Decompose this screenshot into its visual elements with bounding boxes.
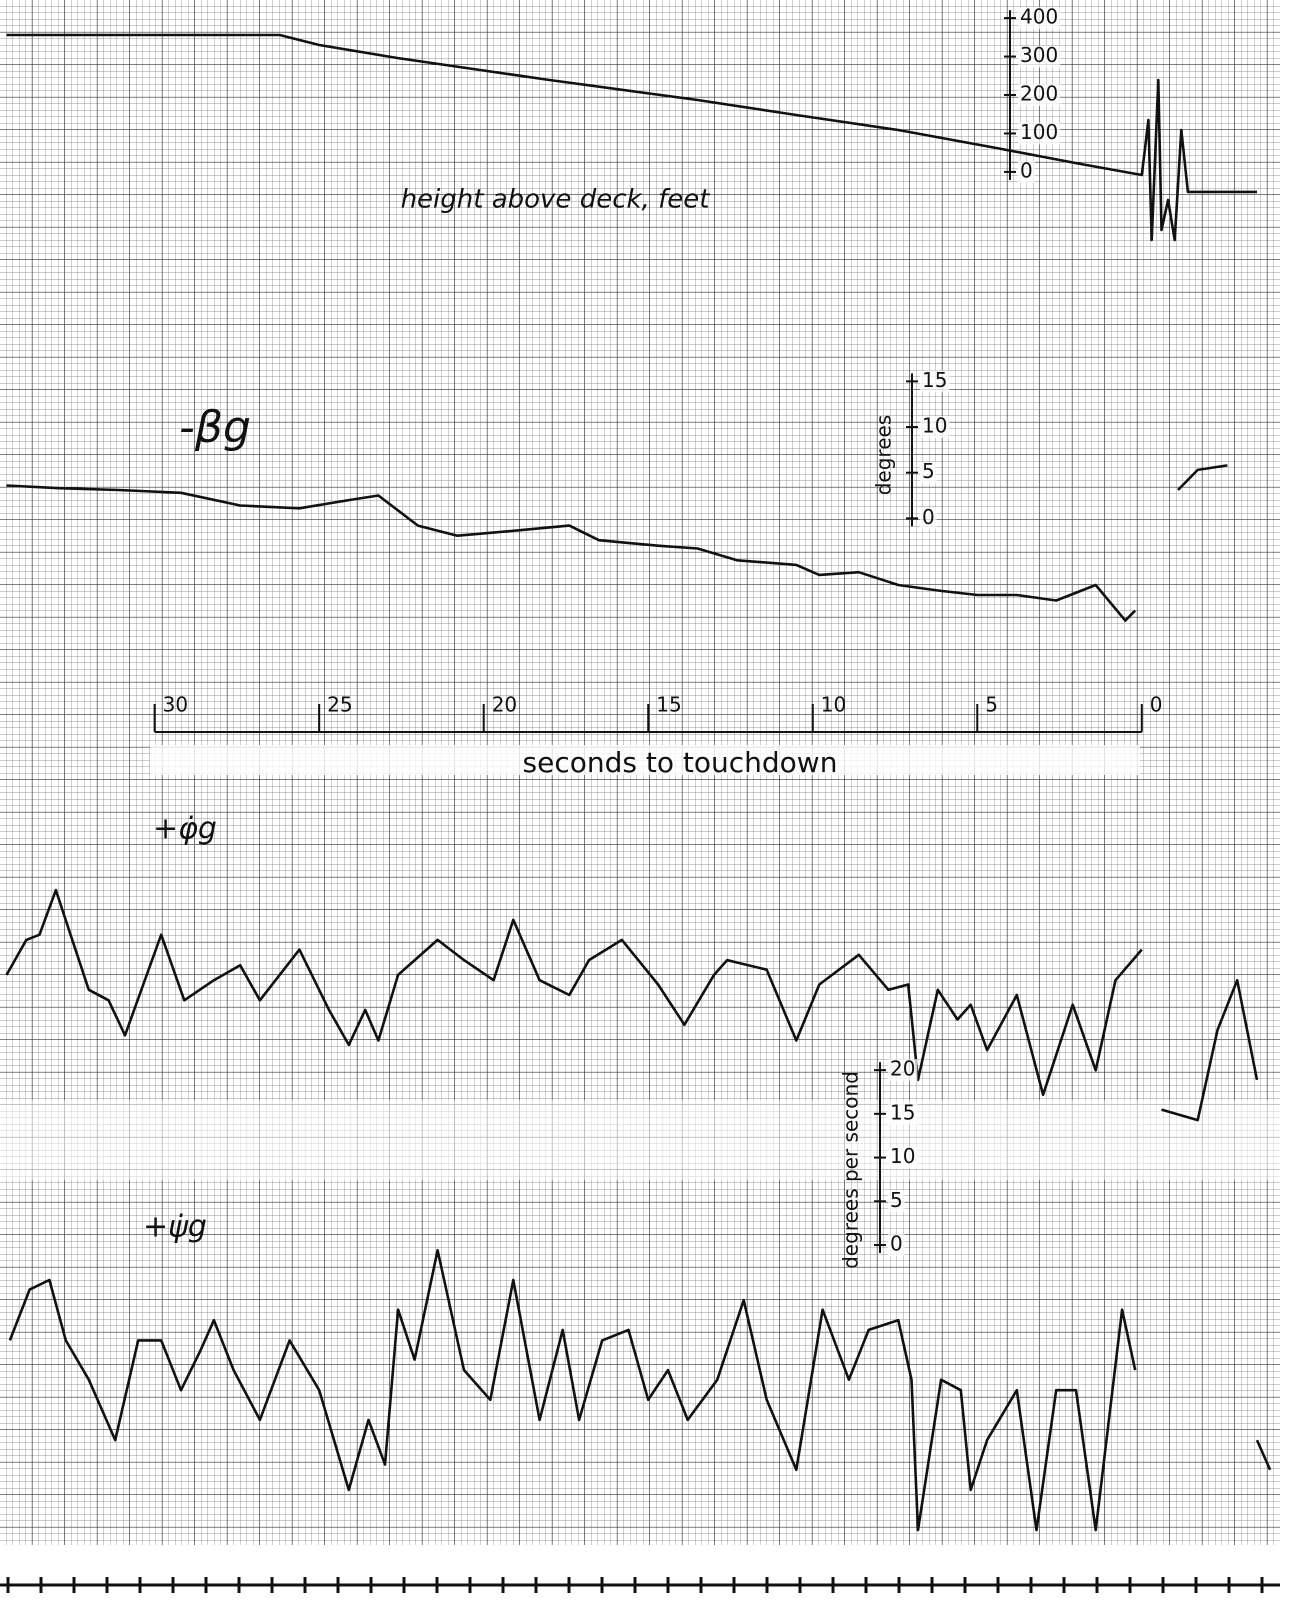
trace	[6, 33, 1257, 242]
y-axis-label: degrees	[872, 415, 896, 496]
y-tick-label: 0	[1020, 158, 1033, 182]
label-backing	[888, 1146, 918, 1169]
y-tick-label: 10	[922, 414, 947, 438]
y-tick-label: 300	[1020, 43, 1058, 67]
trace	[8, 1249, 1272, 1532]
y-tick-label: 400	[1020, 5, 1058, 29]
y-tick-label: 5	[890, 1188, 903, 1212]
panel-title: -βg	[179, 402, 251, 453]
trace	[6, 464, 1228, 622]
y-tick-label: 5	[922, 459, 935, 483]
label-backing	[920, 461, 937, 484]
label-backing	[888, 1234, 905, 1257]
y-axis-label: degrees per second	[839, 1071, 863, 1269]
label-backing	[888, 1059, 918, 1082]
x-tick-label: 15	[656, 693, 681, 717]
x-tick-label: 0	[1150, 693, 1163, 717]
label-backing	[920, 416, 950, 439]
label-backing	[1018, 45, 1061, 68]
label-backing	[920, 370, 950, 393]
label-band	[150, 745, 1140, 775]
label-backing	[1018, 7, 1061, 30]
trace	[5, 888, 1259, 1122]
label-backing	[1018, 122, 1061, 145]
y-tick-label: 10	[890, 1144, 915, 1168]
y-tick-label: 200	[1020, 82, 1058, 106]
y-tick-label: 15	[922, 368, 947, 392]
panel-title: +φ̇g	[153, 812, 217, 847]
label-backing	[888, 1190, 905, 1213]
y-tick-label: 0	[890, 1232, 903, 1256]
label-backing	[920, 507, 937, 530]
panel-title: height above deck, feet	[401, 185, 711, 215]
x-axis-label: seconds to touchdown	[523, 746, 838, 779]
x-tick-label: 20	[492, 693, 517, 717]
y-tick-label: 0	[922, 505, 935, 529]
x-tick-label: 25	[327, 693, 352, 717]
label-backing	[1018, 160, 1035, 183]
y-tick-label: 15	[890, 1100, 915, 1124]
label-backing	[888, 1102, 918, 1125]
paper-band	[0, 1100, 1280, 1180]
y-tick-label: 100	[1020, 120, 1058, 144]
y-tick-label: 20	[890, 1057, 915, 1081]
label-backing	[1018, 84, 1061, 106]
panel-title: +ψ̇g	[143, 1210, 207, 1245]
x-tick-label: 10	[821, 693, 846, 717]
x-tick-label: 30	[163, 693, 188, 717]
x-tick-label: 5	[985, 693, 998, 717]
timing-marks	[6, 1577, 1264, 1593]
